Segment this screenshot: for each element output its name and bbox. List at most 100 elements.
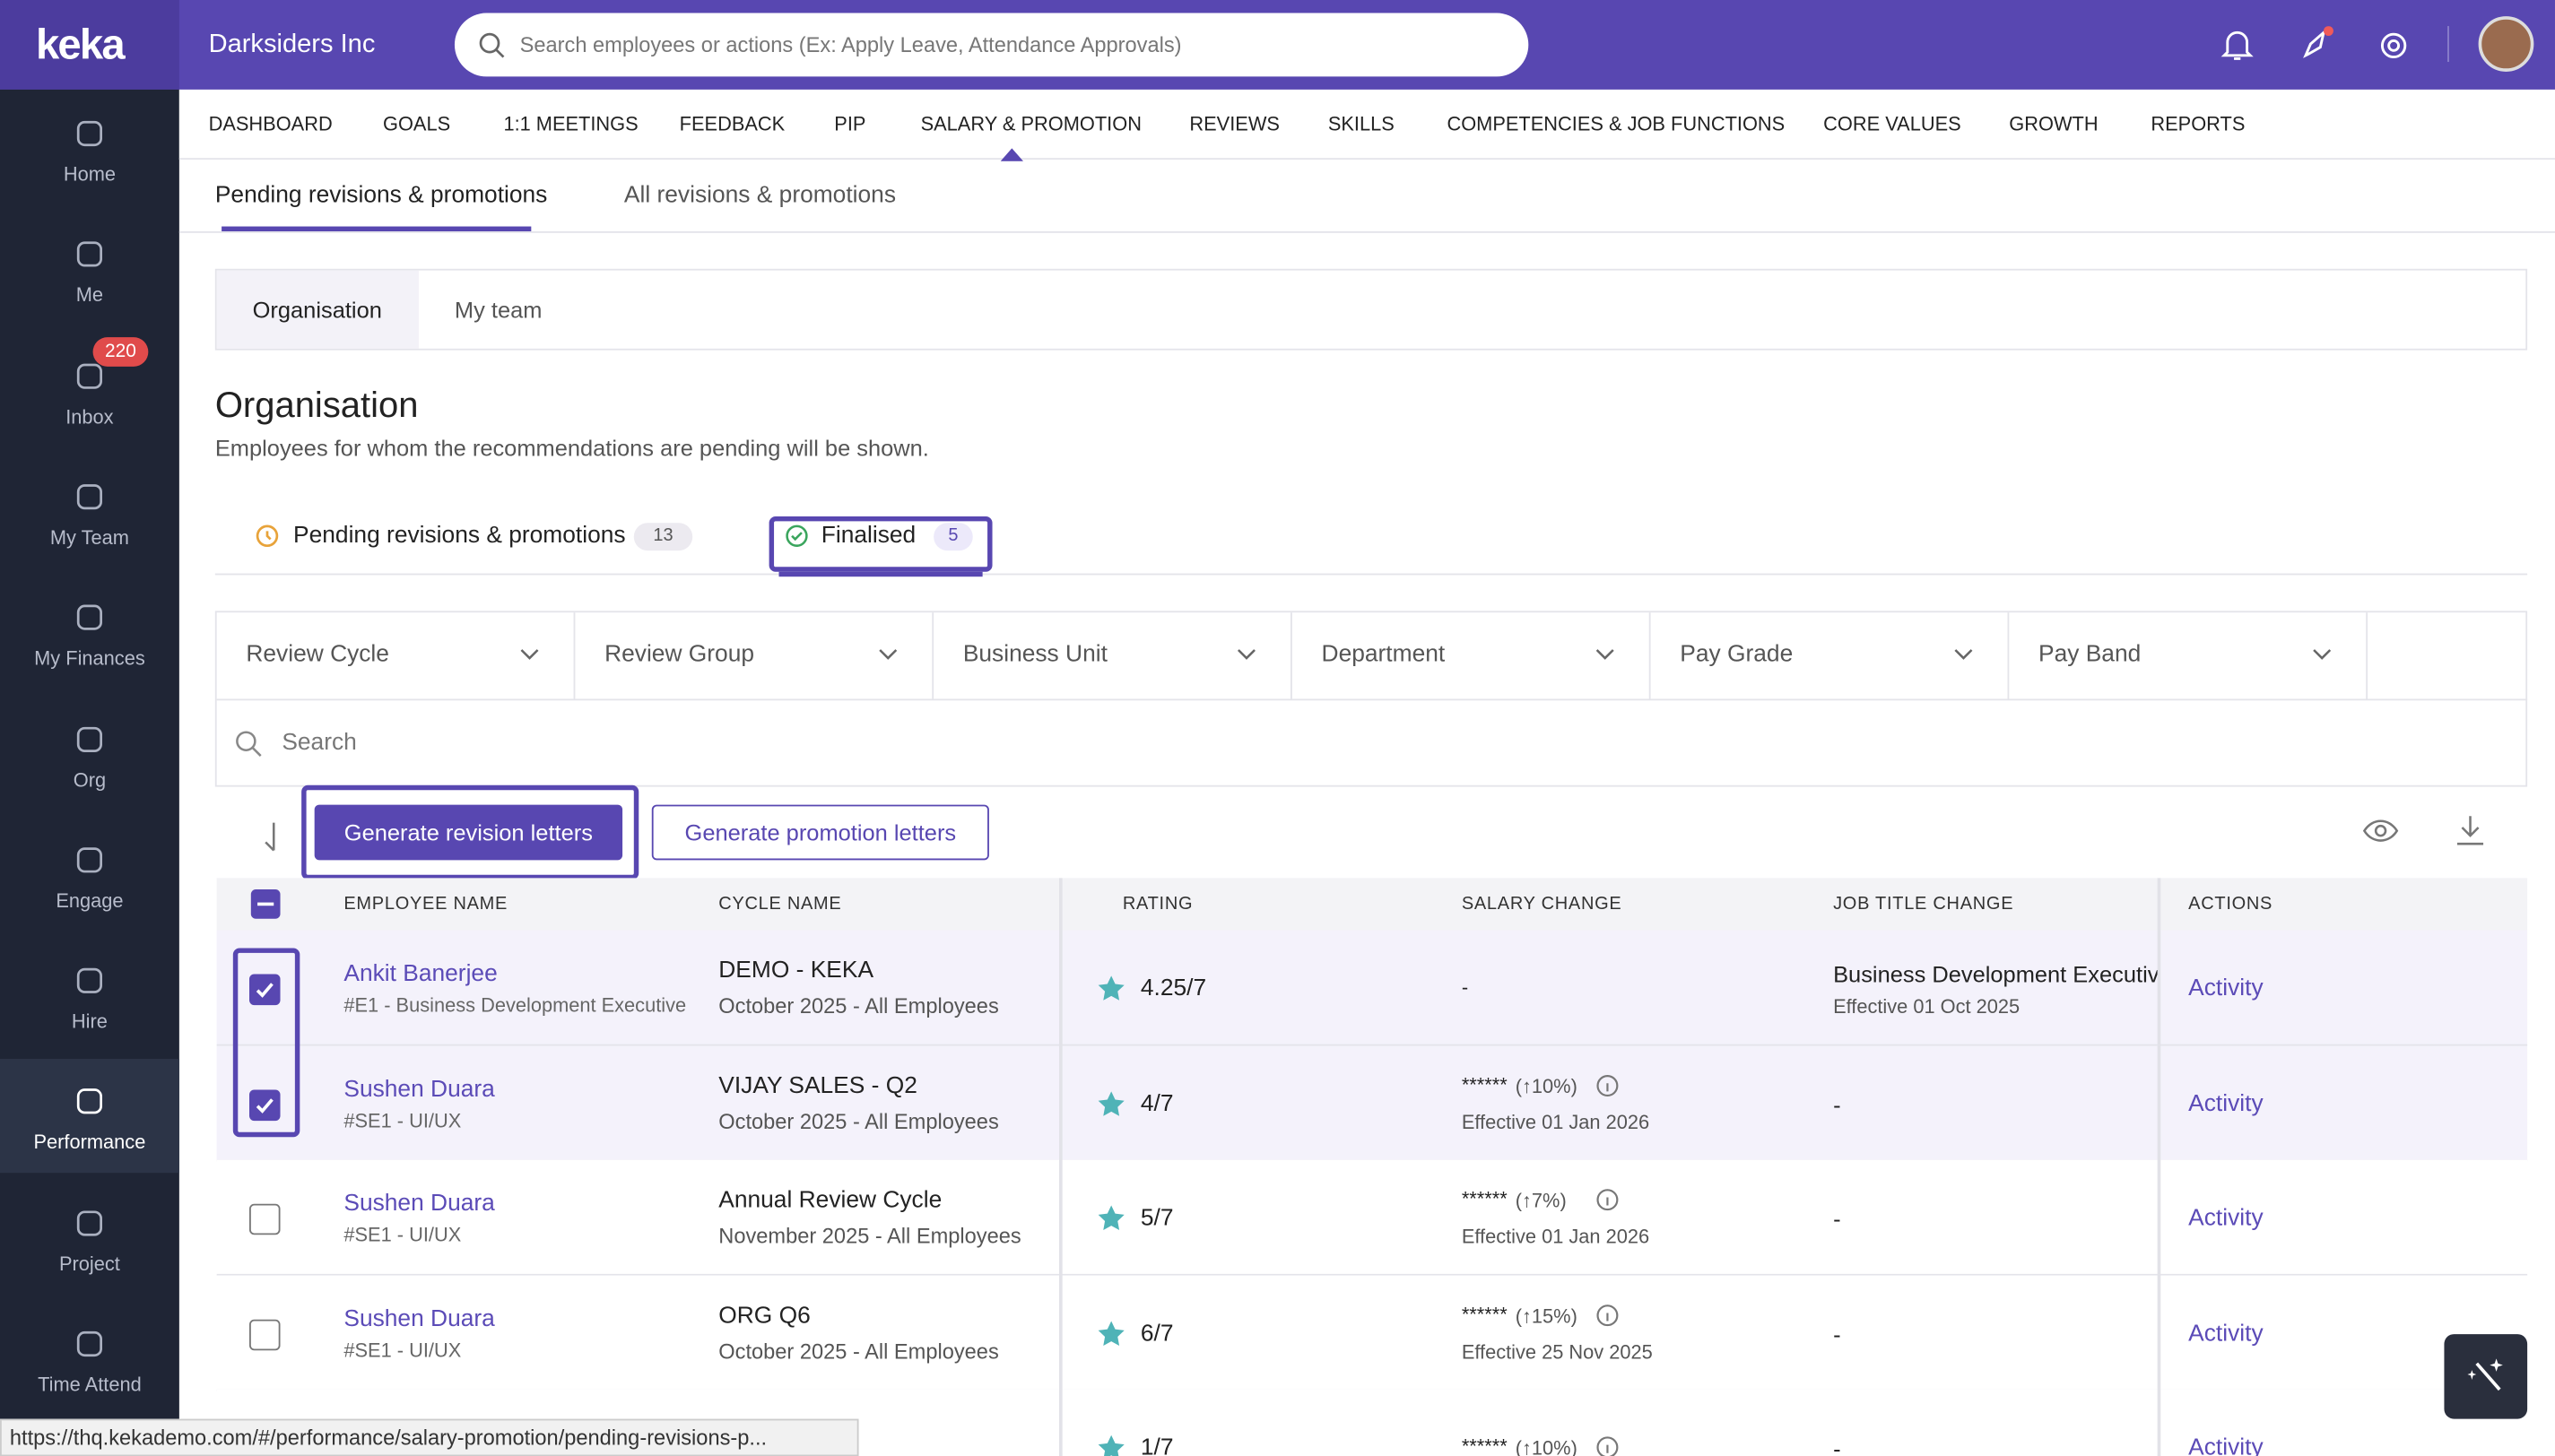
job-effective: Effective 01 Oct 2025 [1833, 995, 2021, 1018]
sidebar-item[interactable]: Project [0, 1203, 179, 1301]
row-checkbox[interactable] [248, 1088, 281, 1121]
sidebar-item[interactable]: Time Attend [0, 1324, 179, 1422]
employee-code: #E1 - Business Development Executive [343, 993, 687, 1017]
checkmark [256, 983, 274, 998]
rating: 4.25/7 [1140, 975, 1207, 1002]
filter-cell[interactable] [1651, 612, 2010, 699]
filter-cell[interactable] [217, 612, 576, 699]
subtabs-line [178, 231, 2555, 233]
chevron [879, 649, 898, 660]
sidebar-label: Me [75, 283, 104, 308]
sidebar-item[interactable]: Hire [0, 961, 179, 1059]
sidebar-label: My Team [49, 525, 129, 550]
filter-cell[interactable] [575, 612, 934, 699]
section-description: Employees for whom the recommendations a… [214, 435, 929, 462]
sidebar-item[interactable]: Engage [0, 840, 179, 938]
info-icon [1596, 1074, 1619, 1096]
finalised-icon [786, 524, 808, 547]
scope-tab[interactable]: My team [454, 296, 543, 323]
table-row [216, 1159, 2528, 1276]
nav-item[interactable]: GOALS [382, 112, 451, 135]
nav-item[interactable]: CORE VALUES [1823, 112, 1961, 135]
sidebar-icon [76, 604, 103, 631]
table-row [216, 930, 2528, 1046]
filter-label: Pay Band [2038, 641, 2142, 668]
sidebar-icon [76, 967, 103, 994]
sidebar-label: Org [73, 767, 107, 792]
row-checkbox[interactable] [248, 974, 281, 1006]
nav-item[interactable]: REVIEWS [1189, 112, 1280, 135]
activity-link[interactable]: Activity [2188, 1434, 2264, 1456]
star-icon [1098, 1205, 1125, 1230]
sidebar-icon [76, 120, 103, 147]
activity-link[interactable]: Activity [2188, 1320, 2264, 1347]
sidebar-label: Home [63, 162, 117, 186]
activity-link[interactable]: Activity [2188, 1090, 2264, 1117]
filter-label: Business Unit [962, 641, 1108, 668]
scope-tab-active [216, 270, 419, 349]
magic-button[interactable] [2444, 1334, 2528, 1419]
nav-item[interactable]: GROWTH [2009, 112, 2099, 135]
rating: 6/7 [1140, 1320, 1174, 1347]
salary-effective: Effective 01 Jan 2026 [1461, 1225, 1650, 1248]
nav-item[interactable]: PIP [834, 112, 866, 135]
header-checkbox-dash [257, 902, 274, 906]
generate-promotion-button[interactable]: Generate promotion letters [651, 804, 989, 861]
row-checkbox[interactable] [248, 1203, 281, 1235]
chevron [520, 649, 539, 660]
status-line [214, 573, 2528, 576]
checkbox-highlight [232, 948, 300, 1138]
sidebar-item[interactable]: Home [0, 114, 179, 212]
nav-item[interactable]: REPORTS [2151, 112, 2246, 135]
sidebar-item[interactable]: Org [0, 719, 179, 817]
filter-cell[interactable] [2009, 612, 2368, 699]
employee-name[interactable]: Sushen Duara [343, 1076, 495, 1103]
nav-item[interactable]: DASHBOARD [208, 112, 333, 135]
nav-item[interactable]: 1:1 MEETINGS [503, 112, 639, 135]
scope-tab[interactable]: Organisation [252, 296, 382, 323]
sidebar-icon [76, 1209, 103, 1236]
subtab[interactable]: All revisions & promotions [623, 182, 897, 209]
employee-name[interactable]: Sushen Duara [343, 1191, 495, 1218]
job-title: Business Development Executiv [1833, 961, 2158, 988]
status-tab[interactable]: Finalised [821, 523, 917, 550]
sidebar-icon [76, 362, 103, 389]
table-search-placeholder[interactable]: Search [282, 729, 357, 757]
sidebar-item[interactable]: Performance [0, 1082, 179, 1180]
nav-item[interactable]: COMPETENCIES & JOB FUNCTIONS [1447, 112, 1786, 135]
nav-item[interactable]: FEEDBACK [679, 112, 786, 135]
generate-revision-button[interactable]: Generate revision letters [314, 804, 623, 861]
column-header: RATING [1122, 894, 1194, 914]
filter-cell[interactable] [1292, 612, 1651, 699]
rating: 5/7 [1140, 1205, 1174, 1232]
filter-cell[interactable] [934, 612, 1292, 699]
sidebar-item[interactable]: Me [0, 235, 179, 333]
section-title: Organisation [214, 384, 419, 426]
company-name: Darksiders Inc [208, 30, 376, 59]
global-search[interactable] [454, 13, 1529, 77]
table-search-icon [236, 731, 262, 757]
avatar [2478, 16, 2534, 72]
button-highlight [301, 784, 639, 880]
activity-link[interactable]: Activity [2188, 975, 2264, 1002]
salary-masked: - [1461, 975, 1469, 999]
subtab[interactable]: Pending revisions & promotions [214, 182, 548, 209]
employee-name[interactable]: Ankit Banerjee [343, 961, 498, 988]
sidebar-label: Inbox [65, 404, 114, 429]
nav-item[interactable]: SALARY & PROMOTION [920, 112, 1142, 135]
sidebar-item[interactable]: My Team [0, 477, 179, 575]
sidebar-item[interactable]: My Finances [0, 598, 179, 696]
status-tab[interactable]: Pending revisions & promotions [293, 523, 626, 550]
sort-icon [265, 822, 275, 852]
nav-item[interactable]: SKILLS [1327, 112, 1395, 135]
row-checkbox[interactable] [248, 1318, 281, 1350]
logo: keka [35, 19, 126, 69]
star-icon [1098, 1090, 1125, 1115]
cycle-name: DEMO - KEKA [718, 958, 874, 984]
employee-name[interactable]: Sushen Duara [343, 1305, 495, 1332]
star-icon [1098, 975, 1125, 1001]
activity-link[interactable]: Activity [2188, 1205, 2264, 1232]
sidebar-icon [76, 1088, 103, 1115]
sidebar-item[interactable]: Inbox [0, 356, 179, 454]
